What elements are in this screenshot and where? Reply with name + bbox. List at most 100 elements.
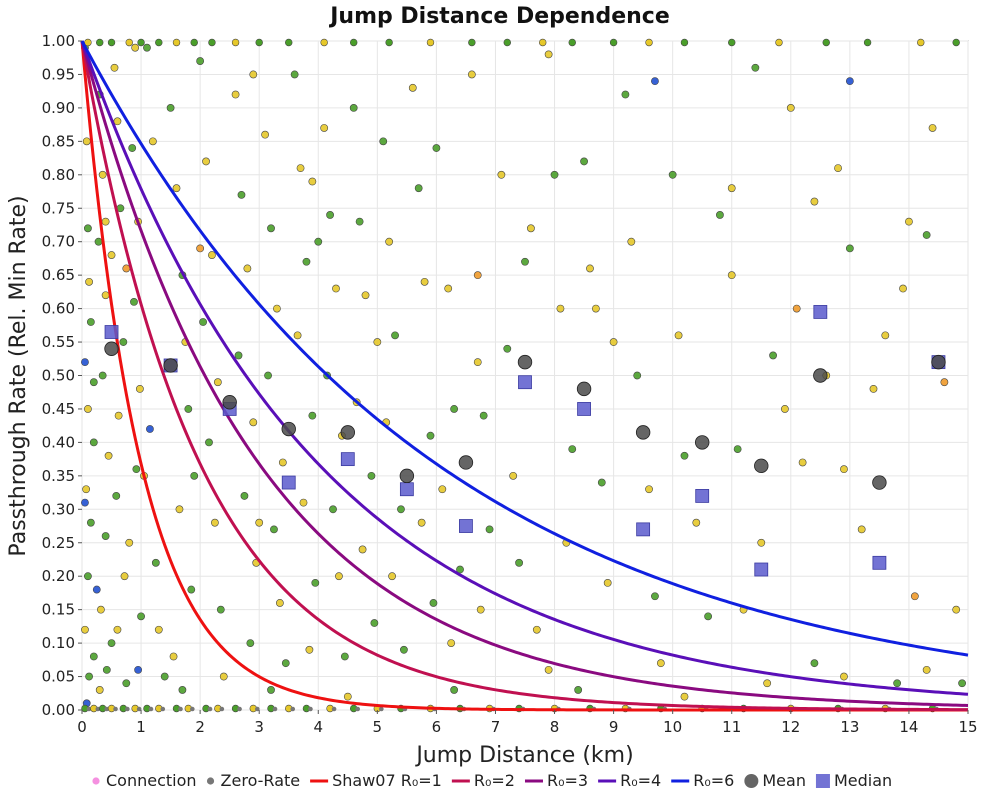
curve-r0-4 [80, 40, 969, 696]
y-tick-label: 0.60 [42, 300, 75, 318]
median-marker [281, 475, 296, 490]
x-tick-label: 9 [609, 718, 619, 736]
scatter-point-top [208, 38, 216, 47]
scatter-points [81, 38, 966, 713]
median-marker [872, 555, 887, 570]
scatter-point [85, 672, 93, 681]
y-tick-label: 0.80 [42, 166, 75, 184]
median-marker [459, 519, 473, 533]
scatter-point [187, 585, 196, 594]
scatter-point [609, 338, 618, 346]
scatter-point [857, 525, 866, 534]
x-tick-label: 7 [491, 718, 501, 736]
scatter-point [146, 425, 154, 433]
scatter-point [373, 338, 382, 346]
scatter-point [792, 304, 801, 313]
scatter-point [84, 572, 92, 581]
scatter-point [869, 384, 878, 393]
scatter-point [379, 137, 388, 146]
scatter-point-top [320, 38, 328, 47]
scatter-point [97, 605, 105, 614]
scatter-point [202, 157, 210, 166]
scatter-point [326, 211, 334, 219]
median-marker [636, 522, 651, 537]
scatter-point [450, 405, 459, 413]
scatter-point [196, 57, 205, 65]
scatter-point-top [255, 38, 263, 47]
median-marker [518, 375, 532, 390]
scatter-point [692, 518, 701, 527]
median-marker [695, 489, 710, 503]
curve-r0-3 [80, 40, 969, 707]
scatter-point [120, 572, 129, 581]
scatter-point-top [172, 38, 181, 47]
x-tick-label: 4 [313, 718, 323, 736]
scatter-point [119, 338, 128, 346]
scatter-point [349, 104, 358, 112]
scatter-point [922, 665, 931, 674]
scatter-point [651, 592, 659, 601]
y-tick-label: 0.85 [42, 132, 75, 150]
y-tick-label: 0.55 [42, 333, 75, 351]
scatter-point [633, 371, 642, 380]
scatter-point [438, 485, 447, 494]
mean-marker [931, 354, 946, 370]
zero-rate-point [308, 706, 313, 712]
legend-swatch [815, 774, 830, 788]
scatter-point [751, 63, 760, 72]
scatter-point [388, 572, 396, 581]
y-tick-label: 0.40 [42, 433, 75, 451]
zero-rate-point [160, 706, 166, 712]
scatter-point [476, 605, 485, 614]
legend: Connection Zero-Rate Shaw07 R₀=1 R₀=2 R₀=3 R₀… [92, 771, 892, 790]
scatter-point [151, 558, 160, 567]
legend-label: R₀=2 [474, 771, 515, 790]
scatter-point [160, 672, 169, 681]
scatter-point [515, 558, 523, 567]
y-tick-label: 0.50 [42, 367, 75, 385]
scatter-point [910, 592, 919, 601]
legend-label: R₀=3 [547, 771, 588, 790]
scatter-point-top [728, 38, 736, 47]
scatter-point [473, 271, 482, 280]
scatter-point [243, 264, 252, 273]
scatter-point [98, 170, 107, 179]
y-tick-label: 0.70 [42, 233, 75, 251]
scatter-point [125, 538, 134, 547]
x-tick-label: 13 [840, 718, 859, 736]
scatter-point [166, 104, 175, 112]
scatter-point [196, 244, 205, 253]
scatter-point [281, 659, 290, 668]
zero-rate-point [125, 706, 130, 712]
y-tick-label: 0.90 [42, 99, 75, 117]
scatter-point [621, 90, 630, 99]
scatter-point-top [468, 38, 476, 47]
scatter-point [485, 525, 494, 534]
zero-rate-point [272, 706, 278, 712]
scatter-point-top [125, 38, 133, 47]
scatter-point [408, 83, 417, 92]
scatter-point-top [503, 38, 511, 47]
y-tick-label: 0.30 [42, 500, 75, 518]
scatter-point [107, 639, 116, 647]
scatter-point [370, 619, 379, 627]
scatter-point [544, 665, 553, 674]
scatter-point-top [568, 38, 576, 47]
scatter-point [134, 665, 143, 674]
scatter-point [104, 451, 113, 460]
scatter-point [757, 538, 766, 547]
scatter-point-top [680, 38, 689, 47]
x-tick-label: 12 [781, 718, 800, 736]
scatter-point [255, 518, 264, 527]
scatter-point [308, 411, 317, 420]
scatter-point [320, 124, 329, 132]
scatter-point-top [775, 38, 783, 47]
scatter-point-top [863, 38, 872, 47]
y-tick-label: 0.20 [42, 567, 75, 585]
scatter-point [763, 679, 772, 688]
legend-label: Connection [106, 771, 197, 790]
scatter-point [668, 170, 677, 179]
scatter-point [213, 378, 222, 387]
scatter-point [591, 304, 600, 313]
